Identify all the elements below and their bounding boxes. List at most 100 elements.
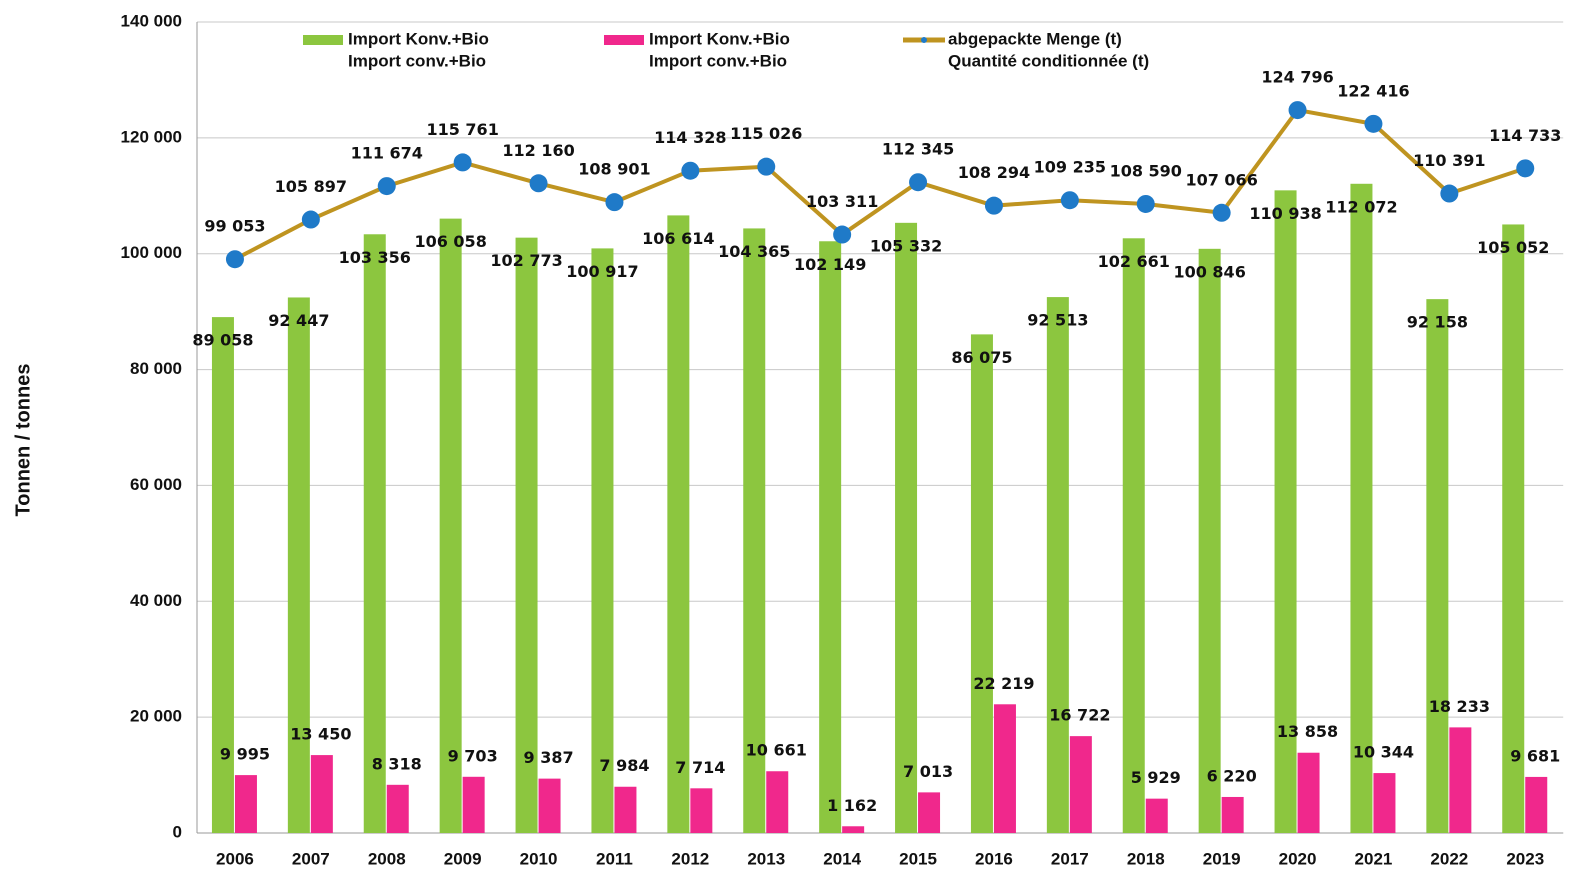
- bar: [1198, 248, 1221, 833]
- bar: [895, 222, 918, 833]
- data-label: 86 075: [951, 348, 1012, 367]
- x-tick-label: 2020: [1279, 849, 1317, 868]
- data-label: 105 897: [275, 177, 347, 196]
- data-label: 115 761: [426, 120, 498, 139]
- x-tick-label: 2010: [520, 849, 558, 868]
- data-label: 122 416: [1337, 81, 1409, 100]
- legend-swatch: [303, 35, 343, 45]
- bar: [310, 755, 333, 833]
- data-label: 9 703: [448, 746, 498, 765]
- x-tick-label: 2013: [747, 849, 785, 868]
- bar: [743, 228, 766, 833]
- y-tick-label: 20 000: [130, 707, 182, 726]
- data-label: 5 929: [1131, 768, 1181, 787]
- x-tick-label: 2011: [596, 849, 633, 868]
- data-label: 102 661: [1098, 252, 1170, 271]
- legend-marker: [921, 37, 927, 43]
- bar: [1046, 297, 1069, 833]
- line-marker: [605, 193, 624, 212]
- x-tick-label: 2008: [368, 849, 406, 868]
- data-label: 110 391: [1413, 151, 1485, 170]
- data-label: 105 332: [870, 236, 942, 255]
- bar: [1297, 752, 1320, 833]
- y-tick-label: 60 000: [130, 475, 182, 494]
- data-label: 92 447: [268, 311, 329, 330]
- bar: [1145, 798, 1168, 833]
- x-tick-label: 2021: [1355, 849, 1393, 868]
- line-marker: [1364, 114, 1383, 133]
- bar: [1426, 299, 1449, 834]
- y-tick-label: 40 000: [130, 591, 182, 610]
- line-marker: [1212, 203, 1231, 222]
- data-label: 16 722: [1049, 706, 1110, 725]
- x-tick-label: 2014: [823, 849, 861, 868]
- y-tick-label: 140 000: [121, 11, 182, 30]
- data-label: 7 984: [599, 756, 649, 775]
- bar: [1449, 727, 1472, 833]
- bar: [363, 234, 386, 834]
- line-marker: [1440, 184, 1459, 203]
- y-tick-label: 120 000: [121, 127, 182, 146]
- data-label: 124 796: [1261, 68, 1333, 87]
- bar: [993, 704, 1016, 833]
- data-label: 103 356: [339, 248, 411, 267]
- line-marker: [1288, 101, 1307, 120]
- data-label: 115 026: [730, 124, 802, 143]
- data-label: 8 318: [372, 754, 422, 773]
- bar: [614, 786, 637, 833]
- data-label: 106 614: [642, 229, 714, 248]
- data-label: 100 846: [1173, 262, 1245, 281]
- data-label: 112 160: [502, 141, 574, 160]
- data-label: 102 149: [794, 255, 866, 274]
- x-tick-label: 2018: [1127, 849, 1165, 868]
- x-tick-label: 2019: [1203, 849, 1241, 868]
- data-label: 109 235: [1034, 158, 1106, 177]
- legend-label: Import conv.+Bio: [649, 51, 787, 70]
- bar: [842, 826, 865, 833]
- x-tick-label: 2016: [975, 849, 1013, 868]
- data-label: 105 052: [1477, 238, 1549, 257]
- bar: [970, 334, 993, 833]
- legend-label: abgepackte Menge (t): [948, 29, 1122, 48]
- bar: [1221, 796, 1244, 833]
- data-label: 18 233: [1429, 697, 1490, 716]
- data-label: 92 158: [1407, 313, 1468, 332]
- x-tick-label: 2009: [444, 849, 482, 868]
- line: [234, 107, 1526, 261]
- bar: [1274, 190, 1297, 833]
- data-label: 6 220: [1207, 766, 1257, 785]
- legend-label: Import Konv.+Bio: [348, 29, 489, 48]
- line-marker: [909, 173, 928, 192]
- line-marker: [1136, 194, 1155, 213]
- data-label: 114 328: [654, 128, 726, 147]
- legend-swatch: [604, 35, 644, 45]
- x-tick-label: 2012: [671, 849, 709, 868]
- legend-label: Quantité conditionnée (t): [948, 51, 1149, 70]
- bar: [1502, 224, 1525, 833]
- x-tick-label: 2006: [216, 849, 254, 868]
- data-label: 108 294: [958, 163, 1030, 182]
- data-label: 10 344: [1353, 743, 1414, 762]
- data-label: 13 450: [290, 725, 351, 744]
- bar: [819, 241, 842, 833]
- data-label: 1 162: [827, 796, 877, 815]
- data-label: 100 917: [566, 262, 638, 281]
- data-label: 9 681: [1510, 746, 1560, 765]
- data-label: 99 053: [204, 217, 265, 236]
- data-label: 102 773: [490, 251, 562, 270]
- line-marker: [225, 250, 244, 269]
- data-label: 112 345: [882, 140, 954, 159]
- bar: [211, 317, 234, 833]
- data-label: 103 311: [806, 192, 878, 211]
- bar: [1525, 776, 1548, 833]
- bar: [515, 237, 538, 833]
- legend-label: Import Konv.+Bio: [649, 29, 790, 48]
- data-label: 89 058: [192, 331, 253, 350]
- data-label: 9 387: [523, 748, 573, 767]
- line-marker: [757, 157, 776, 176]
- bar: [1122, 238, 1145, 833]
- legend-label: Import conv.+Bio: [348, 51, 486, 70]
- y-axis-label: Tonnen / tonnes: [12, 364, 34, 517]
- data-label: 92 513: [1027, 311, 1088, 330]
- x-tick-label: 2017: [1051, 849, 1089, 868]
